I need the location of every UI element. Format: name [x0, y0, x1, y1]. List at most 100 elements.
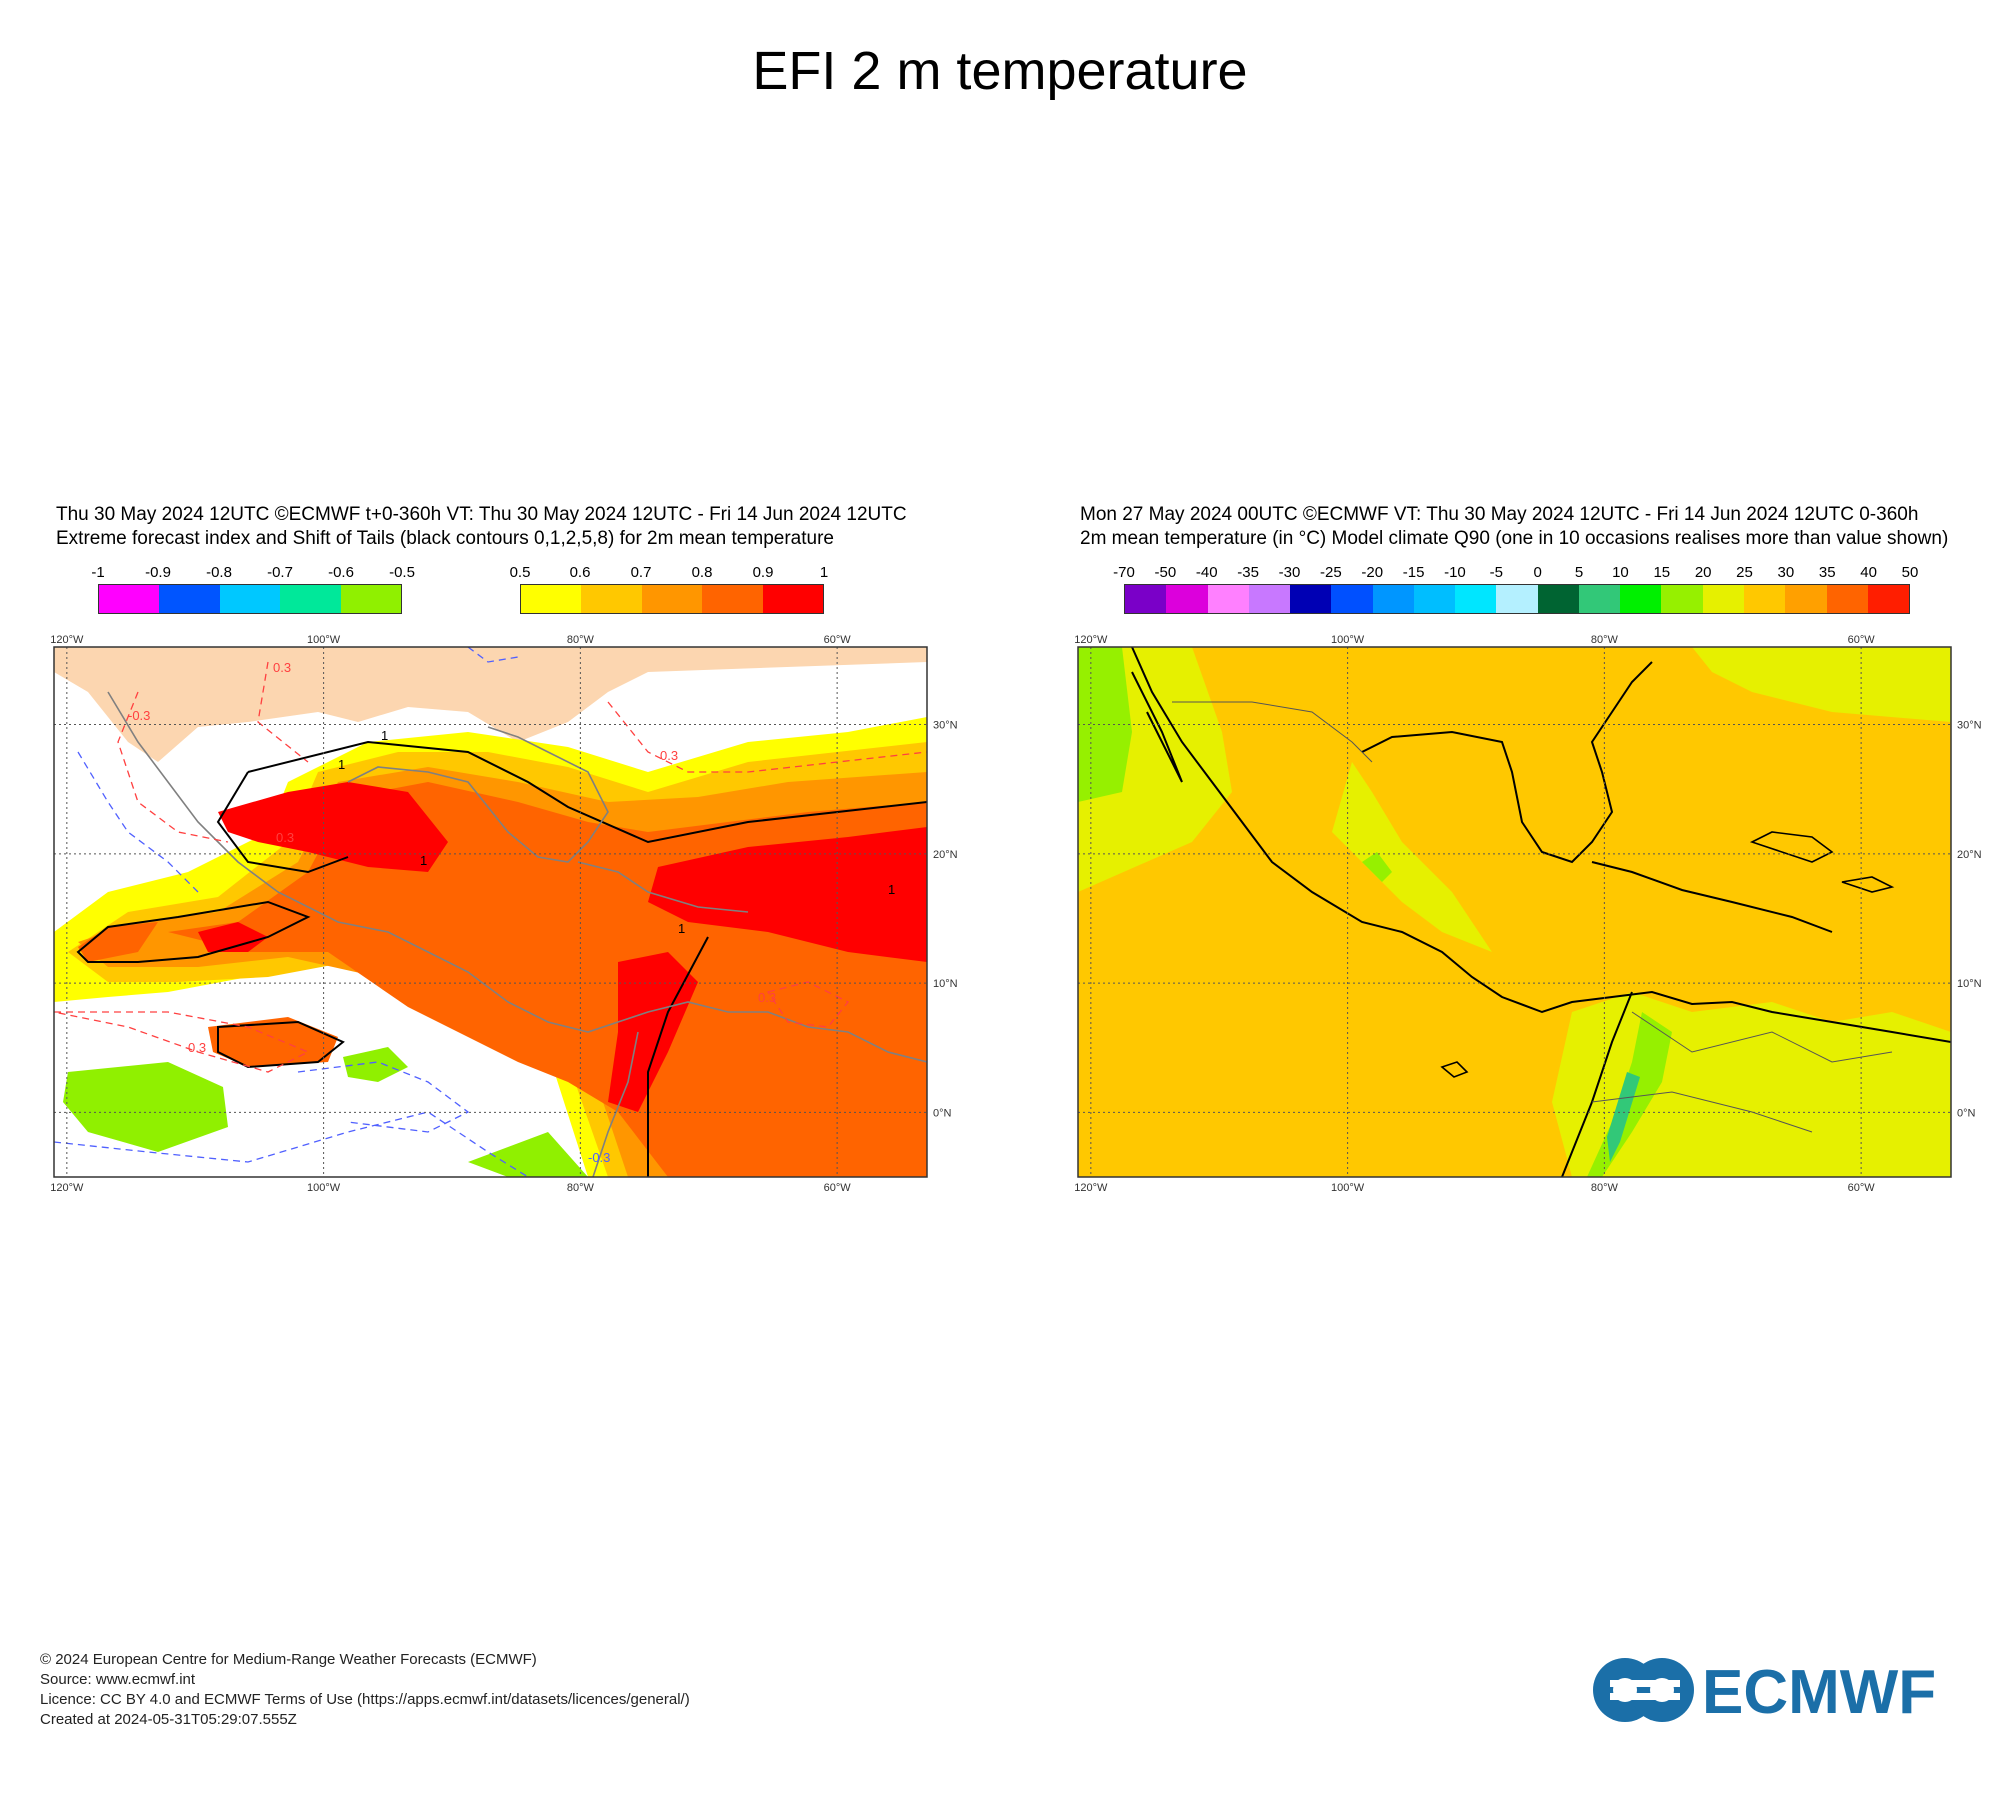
lon-tick-label: 60°W — [824, 1182, 852, 1194]
created-line: Created at 2024-05-31T05:29:07.555Z — [40, 1711, 297, 1728]
licence-line: Licence: CC BY 4.0 and ECMWF Terms of Us… — [40, 1691, 690, 1708]
climate-legend-labels: -70 -50 -40 -35 -30 -25 -20 -15 -10 -5 0 5 10 15 20 25 3… — [1113, 564, 1918, 584]
legend-label: 15 — [1653, 564, 1671, 581]
legend-label: 25 — [1736, 564, 1753, 581]
legend-label: 20 — [1694, 564, 1712, 581]
legend-swatch — [1826, 585, 1868, 613]
lon-tick-label: 60°W — [1848, 1182, 1876, 1194]
lat-tick-label: 30°N — [1957, 720, 1982, 732]
legend-swatch — [219, 585, 281, 613]
legend-label: -0.5 — [389, 564, 415, 581]
efi-tick-labels: 120°W 120°W 100°W 100°W 80°W 80°W 60°W 60°W 30°N… — [48, 634, 958, 1194]
lat-tick-label: 0°N — [933, 1107, 952, 1119]
lon-tick-label: 80°W — [567, 1182, 595, 1194]
efi-negative-legend-labels: -1 -0.9 -0.8 -0.7 -0.6 -0.5 — [91, 564, 415, 584]
legend-label: -40 — [1195, 564, 1218, 581]
efi-panel: Thu 30 May 2024 12UTC ©ECMWF t+0-360h VT… — [48, 500, 1008, 1220]
legend-swatch — [99, 585, 160, 613]
legend-swatch — [1166, 585, 1208, 613]
legend-swatch — [1125, 585, 1167, 613]
climate-gridlines — [1078, 647, 1951, 1177]
lat-tick-label: 30°N — [933, 720, 958, 732]
climate-map-svg: 120°W 120°W 100°W 100°W 80°W 80°W 60°W 60°W 30°N… — [1072, 634, 1982, 1194]
contour-label: -0.3 — [588, 1150, 610, 1165]
legend-swatch — [1785, 585, 1827, 613]
legend-swatch — [762, 585, 824, 613]
legend-label: 0.9 — [752, 564, 774, 581]
climate-map-frame — [1077, 646, 1952, 1178]
contour-label: 1 — [420, 853, 427, 868]
legend-swatch — [581, 585, 642, 613]
lon-tick-label: 60°W — [1848, 634, 1876, 646]
legend-label: -0.7 — [267, 564, 293, 581]
climate-map[interactable]: 120°W 120°W 100°W 100°W 80°W 80°W 60°W 60°W 30°N… — [1072, 632, 2000, 1212]
legend-label: 0.5 — [509, 564, 531, 581]
efi-gridlines — [54, 647, 927, 1177]
legend-swatch — [1290, 585, 1332, 613]
legend-swatch — [1578, 585, 1621, 613]
climate-field — [1078, 647, 1951, 1177]
legend-label: -20 — [1361, 564, 1384, 581]
climate-colorbar — [1124, 584, 1910, 614]
efi-field — [54, 647, 927, 1177]
climate-header-line2: 2m mean temperature (in °C) Model climat… — [1080, 528, 1949, 549]
legend-swatch — [1455, 585, 1497, 613]
legend-swatch — [1702, 585, 1744, 613]
legend-label: 40 — [1860, 564, 1877, 581]
source-line: Source: www.ecmwf.int — [40, 1671, 196, 1688]
legend-label: -10 — [1444, 564, 1466, 581]
legend-label: 30 — [1777, 564, 1795, 581]
climate-panel: Mon 27 May 2024 00UTC ©ECMWF VT: Thu 30 … — [1072, 500, 2000, 1220]
legend-label: 35 — [1818, 564, 1836, 581]
efi-negative-colorbar — [98, 584, 402, 614]
lon-tick-label: 120°W — [50, 634, 84, 646]
legend-label: -0.9 — [145, 564, 171, 581]
contour-label: 1 — [888, 882, 895, 897]
lon-tick-label: 80°W — [1591, 634, 1619, 646]
lon-tick-label: 120°W — [1074, 634, 1108, 646]
legend-swatch — [1413, 585, 1456, 613]
contour-label: 1 — [338, 757, 345, 772]
ecmwf-logo-mark — [1593, 1658, 1694, 1722]
copyright-line: © 2024 European Centre for Medium-Range … — [40, 1651, 537, 1668]
legend-swatch — [340, 585, 402, 613]
legend-label: -50 — [1154, 564, 1177, 581]
efi-contour-labels: 1 1 1 1 1 -0.3 -0.3 0.3 0.3 0.3 0.3 0.3 — [128, 660, 895, 1165]
contour-label: -0.3 — [128, 708, 150, 723]
legend-label: 5 — [1574, 564, 1584, 581]
legend-label: -5 — [1489, 564, 1503, 581]
legend-label: -35 — [1237, 564, 1259, 581]
legend-label: -1 — [91, 564, 105, 581]
contour-label: 0.3 — [188, 1040, 206, 1055]
legend-swatch — [521, 585, 582, 613]
legend-swatch — [1372, 585, 1414, 613]
lon-tick-label: 80°W — [1591, 1182, 1619, 1194]
lon-tick-label: 100°W — [307, 634, 341, 646]
legend-swatch — [1537, 585, 1579, 613]
legend-label: -25 — [1319, 564, 1342, 581]
lat-tick-label: 10°N — [1957, 978, 1982, 990]
legend-swatch — [1331, 585, 1373, 613]
legend-label: 0.8 — [691, 564, 713, 581]
lat-tick-label: 20°N — [1957, 849, 1982, 861]
legend-swatch — [159, 585, 220, 613]
legend-swatch — [1496, 585, 1538, 613]
contour-label: 0.3 — [758, 990, 776, 1005]
legend-label: 0 — [1533, 564, 1542, 581]
legend-label: -0.6 — [328, 564, 354, 581]
lat-tick-label: 20°N — [933, 849, 958, 861]
legend-swatch — [702, 585, 763, 613]
legend-label: 50 — [1901, 564, 1919, 581]
contour-label: 0.3 — [276, 830, 294, 845]
ecmwf-logo[interactable]: ECMWF — [1590, 1655, 1970, 1725]
efi-map-frame — [53, 646, 928, 1178]
ecmwf-logo-text: ECMWF — [1702, 1658, 1936, 1725]
contour-label: 0.3 — [273, 660, 291, 675]
page-title: EFI 2 m temperature — [752, 41, 1248, 101]
efi-header-line1: Thu 30 May 2024 12UTC ©ECMWF t+0-360h VT… — [56, 504, 907, 525]
lon-tick-label: 80°W — [567, 634, 595, 646]
lon-tick-label: 120°W — [1074, 1182, 1108, 1194]
lon-tick-label: 120°W — [50, 1182, 84, 1194]
efi-map[interactable]: 1 1 1 1 1 -0.3 -0.3 0.3 0.3 0.3 0.3 0.3 … — [48, 632, 1008, 1212]
contour-label: 0.3 — [660, 748, 678, 763]
